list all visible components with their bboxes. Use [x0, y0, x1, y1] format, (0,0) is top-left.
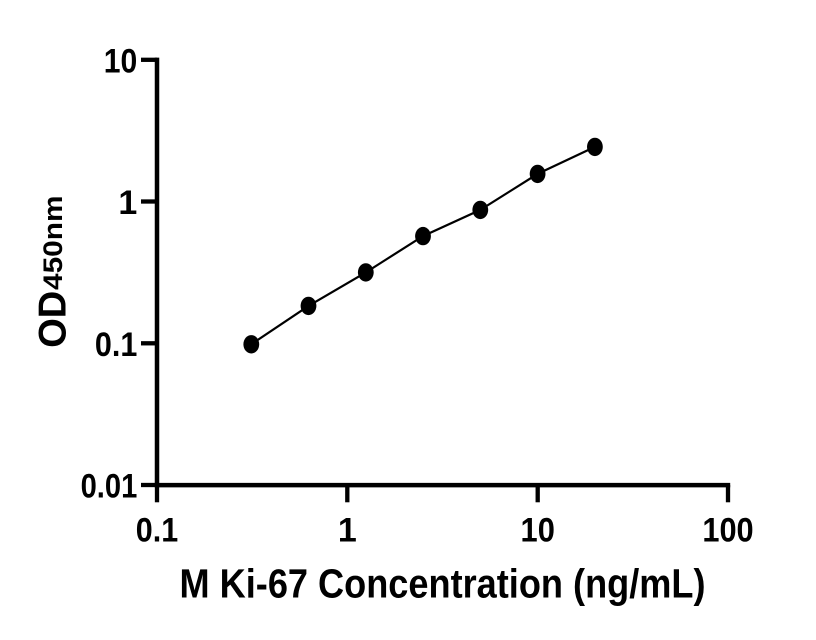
svg-text:0.1: 0.1 [136, 511, 178, 549]
svg-text:0.1: 0.1 [95, 326, 137, 364]
svg-text:OD: OD [31, 291, 74, 348]
svg-text:M Ki-67 Concentration (ng/mL): M Ki-67 Concentration (ng/mL) [180, 560, 706, 606]
svg-text:450nm: 450nm [38, 196, 68, 291]
svg-text:10: 10 [521, 511, 555, 549]
svg-text:100: 100 [702, 511, 753, 549]
svg-text:0.01: 0.01 [81, 468, 138, 506]
svg-text:10: 10 [104, 42, 138, 80]
svg-text:1: 1 [338, 511, 357, 549]
svg-text:1: 1 [118, 184, 137, 222]
